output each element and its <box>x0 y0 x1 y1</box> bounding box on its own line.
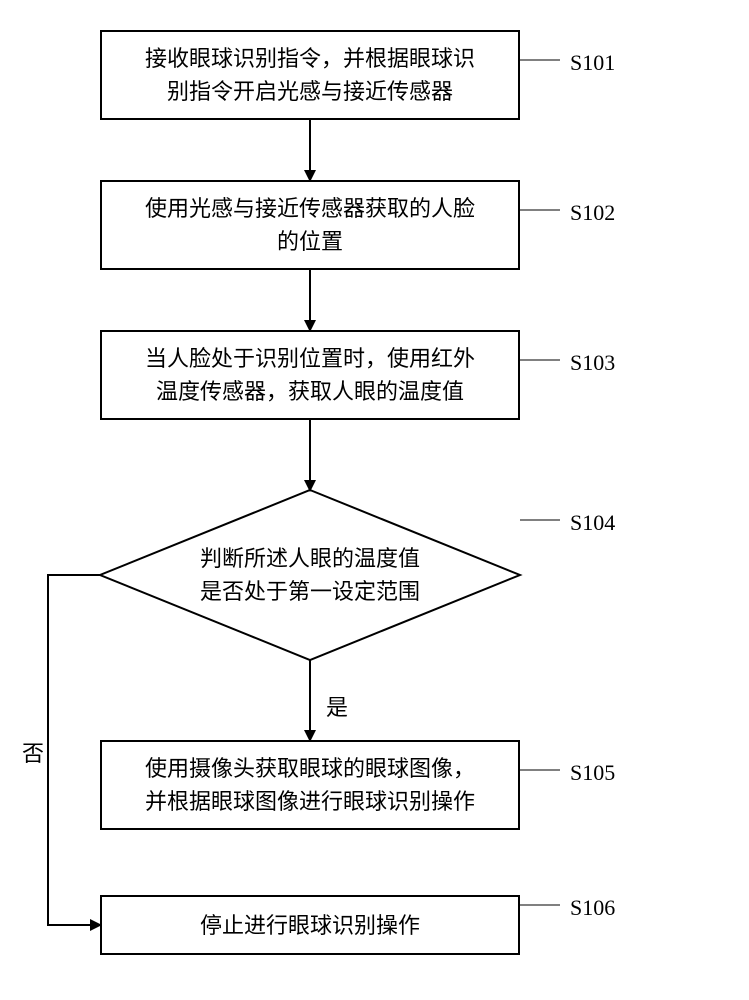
edge-s101-s102 <box>0 0 749 1000</box>
edge-label-no: 否 <box>22 736 44 768</box>
edge-label-yes: 是 <box>326 690 348 722</box>
